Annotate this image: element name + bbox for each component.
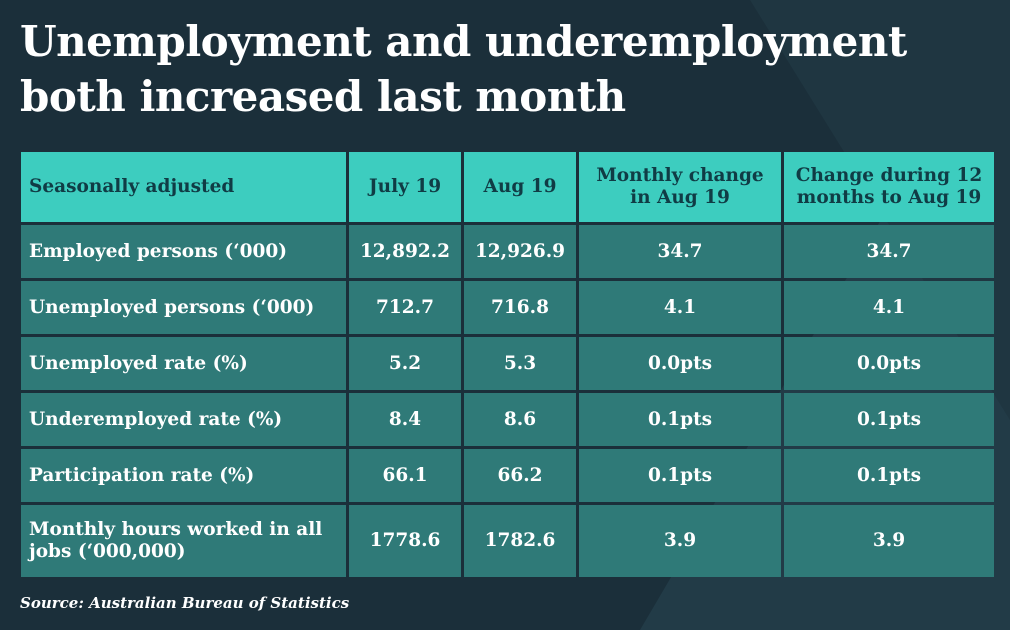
table-row: Unemployed persons (‘000) 712.7 716.8 4.… bbox=[21, 281, 994, 334]
header-july-19: July 19 bbox=[349, 152, 461, 222]
cell-aug: 66.2 bbox=[464, 449, 576, 502]
cell-12-month-change: 4.1 bbox=[784, 281, 994, 334]
cell-12-month-change: 34.7 bbox=[784, 225, 994, 278]
table-row: Employed persons (‘000) 12,892.2 12,926.… bbox=[21, 225, 994, 278]
table-row: Monthly hours worked in all jobs (‘000,0… bbox=[21, 505, 994, 577]
source-note: Source: Australian Bureau of Statistics bbox=[20, 594, 350, 612]
row-label: Monthly hours worked in all jobs (‘000,0… bbox=[21, 505, 346, 577]
header-aug-19: Aug 19 bbox=[464, 152, 576, 222]
cell-aug: 716.8 bbox=[464, 281, 576, 334]
table-row: Participation rate (%) 66.1 66.2 0.1pts … bbox=[21, 449, 994, 502]
row-label: Unemployed persons (‘000) bbox=[21, 281, 346, 334]
cell-aug: 8.6 bbox=[464, 393, 576, 446]
cell-july: 8.4 bbox=[349, 393, 461, 446]
cell-12-month-change: 3.9 bbox=[784, 505, 994, 577]
cell-aug: 1782.6 bbox=[464, 505, 576, 577]
cell-monthly-change: 34.7 bbox=[579, 225, 781, 278]
cell-aug: 5.3 bbox=[464, 337, 576, 390]
row-label: Employed persons (‘000) bbox=[21, 225, 346, 278]
cell-12-month-change: 0.1pts bbox=[784, 393, 994, 446]
cell-july: 5.2 bbox=[349, 337, 461, 390]
cell-monthly-change: 0.1pts bbox=[579, 393, 781, 446]
cell-july: 1778.6 bbox=[349, 505, 461, 577]
row-label: Unemployed rate (%) bbox=[21, 337, 346, 390]
page-title: Unemployment and underemployment both in… bbox=[20, 17, 907, 121]
header-12-month-change: Change during 12 months to Aug 19 bbox=[784, 152, 994, 222]
cell-monthly-change: 4.1 bbox=[579, 281, 781, 334]
cell-july: 712.7 bbox=[349, 281, 461, 334]
table-row: Underemployed rate (%) 8.4 8.6 0.1pts 0.… bbox=[21, 393, 994, 446]
data-table: Seasonally adjusted July 19 Aug 19 Month… bbox=[18, 149, 997, 580]
cell-july: 12,892.2 bbox=[349, 225, 461, 278]
table-header-row: Seasonally adjusted July 19 Aug 19 Month… bbox=[21, 152, 994, 222]
cell-monthly-change: 0.0pts bbox=[579, 337, 781, 390]
cell-12-month-change: 0.0pts bbox=[784, 337, 994, 390]
cell-12-month-change: 0.1pts bbox=[784, 449, 994, 502]
row-label: Participation rate (%) bbox=[21, 449, 346, 502]
row-label: Underemployed rate (%) bbox=[21, 393, 346, 446]
table-row: Unemployed rate (%) 5.2 5.3 0.0pts 0.0pt… bbox=[21, 337, 994, 390]
header-monthly-change: Monthly change in Aug 19 bbox=[579, 152, 781, 222]
header-seasonally-adjusted: Seasonally adjusted bbox=[21, 152, 346, 222]
cell-monthly-change: 3.9 bbox=[579, 505, 781, 577]
cell-july: 66.1 bbox=[349, 449, 461, 502]
cell-aug: 12,926.9 bbox=[464, 225, 576, 278]
cell-monthly-change: 0.1pts bbox=[579, 449, 781, 502]
